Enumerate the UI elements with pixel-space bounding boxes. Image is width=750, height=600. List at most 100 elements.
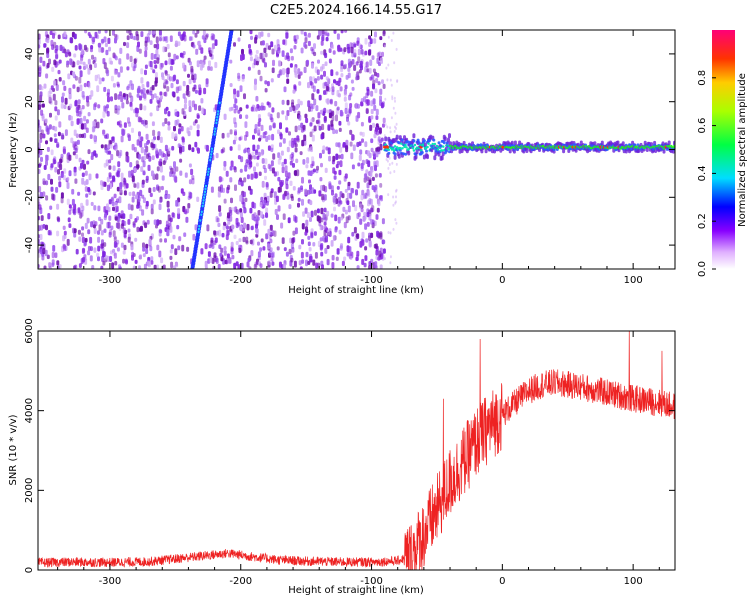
noise-point bbox=[240, 180, 244, 187]
noise-point bbox=[387, 193, 390, 197]
noise-point bbox=[78, 236, 82, 242]
noise-point bbox=[133, 146, 137, 153]
noise-point bbox=[282, 68, 285, 75]
noise-point bbox=[148, 187, 152, 194]
noise-point bbox=[139, 103, 143, 111]
noise-point bbox=[204, 34, 208, 40]
noise-point bbox=[303, 139, 307, 146]
noise-point bbox=[395, 127, 397, 130]
band-point bbox=[399, 146, 402, 150]
noise-point bbox=[54, 106, 58, 112]
noise-point bbox=[84, 170, 88, 176]
noise-point bbox=[356, 181, 360, 189]
noise-point bbox=[367, 150, 370, 157]
noise-point bbox=[106, 184, 110, 192]
noise-point bbox=[82, 248, 86, 253]
noise-point bbox=[205, 33, 209, 38]
noise-point bbox=[108, 231, 112, 238]
noise-point bbox=[216, 217, 220, 223]
noise-point bbox=[356, 250, 360, 257]
noise-point bbox=[167, 194, 171, 199]
noise-point bbox=[389, 78, 392, 82]
noise-point bbox=[345, 74, 349, 80]
track-point bbox=[206, 172, 209, 176]
noise-point bbox=[203, 87, 207, 95]
noise-point bbox=[372, 122, 375, 128]
noise-point bbox=[158, 160, 161, 166]
noise-point bbox=[238, 247, 242, 254]
noise-point bbox=[143, 105, 147, 111]
noise-point bbox=[155, 36, 159, 44]
noise-point bbox=[371, 185, 375, 191]
noise-point bbox=[167, 147, 171, 155]
noise-point bbox=[340, 66, 344, 73]
noise-point bbox=[249, 30, 253, 35]
noise-point bbox=[155, 150, 159, 157]
noise-point bbox=[318, 94, 322, 101]
noise-point bbox=[229, 146, 233, 151]
noise-point bbox=[87, 58, 91, 65]
noise-point bbox=[323, 229, 327, 237]
noise-point bbox=[106, 110, 110, 117]
noise-point bbox=[301, 223, 305, 230]
noise-point bbox=[131, 251, 135, 258]
colorbar-tick-label: 0.0 bbox=[697, 261, 708, 277]
noise-point bbox=[268, 45, 271, 51]
noise-point bbox=[338, 77, 342, 83]
noise-point bbox=[92, 191, 96, 196]
x-tick-label: -300 bbox=[99, 576, 122, 587]
noise-point bbox=[74, 147, 78, 154]
noise-point bbox=[139, 254, 142, 260]
noise-point bbox=[135, 160, 139, 167]
noise-point bbox=[272, 153, 276, 160]
noise-point bbox=[74, 178, 78, 184]
noise-point bbox=[83, 163, 86, 170]
noise-point bbox=[45, 224, 48, 231]
noise-point bbox=[286, 78, 290, 84]
noise-point bbox=[297, 187, 301, 194]
noise-point bbox=[395, 221, 398, 225]
noise-point bbox=[93, 247, 97, 253]
noise-point bbox=[114, 104, 118, 110]
noise-point bbox=[259, 263, 263, 268]
y-tick-label: 2000 bbox=[24, 478, 35, 503]
noise-point bbox=[210, 33, 214, 40]
noise-point bbox=[137, 153, 141, 160]
noise-point bbox=[209, 256, 213, 263]
noise-point bbox=[330, 185, 334, 192]
noise-point bbox=[365, 107, 369, 115]
noise-point bbox=[260, 149, 264, 156]
noise-point bbox=[316, 35, 320, 40]
noise-point bbox=[156, 57, 160, 64]
noise-point bbox=[292, 230, 296, 236]
noise-point bbox=[215, 257, 219, 265]
noise-point bbox=[242, 191, 246, 198]
noise-point bbox=[371, 205, 375, 213]
noise-point bbox=[243, 208, 247, 214]
noise-point bbox=[301, 176, 304, 184]
noise-point bbox=[294, 143, 298, 148]
noise-point bbox=[50, 163, 54, 168]
noise-point bbox=[263, 167, 267, 174]
band-point bbox=[387, 151, 391, 155]
noise-point bbox=[42, 224, 46, 229]
noise-point bbox=[267, 243, 271, 250]
noise-point bbox=[333, 30, 337, 34]
noise-point bbox=[131, 175, 135, 183]
track-point bbox=[204, 187, 207, 191]
noise-point bbox=[369, 170, 373, 178]
noise-point bbox=[267, 112, 271, 117]
band-point bbox=[552, 148, 556, 152]
noise-point bbox=[131, 83, 134, 91]
noise-point bbox=[359, 203, 363, 210]
noise-point bbox=[360, 49, 364, 55]
noise-point bbox=[234, 136, 238, 142]
noise-point bbox=[332, 167, 336, 174]
noise-point bbox=[79, 107, 83, 115]
noise-point bbox=[379, 88, 383, 95]
track-point bbox=[209, 158, 212, 162]
noise-point bbox=[90, 201, 94, 207]
noise-point bbox=[309, 217, 312, 223]
noise-point bbox=[120, 95, 124, 103]
noise-point bbox=[157, 131, 161, 137]
